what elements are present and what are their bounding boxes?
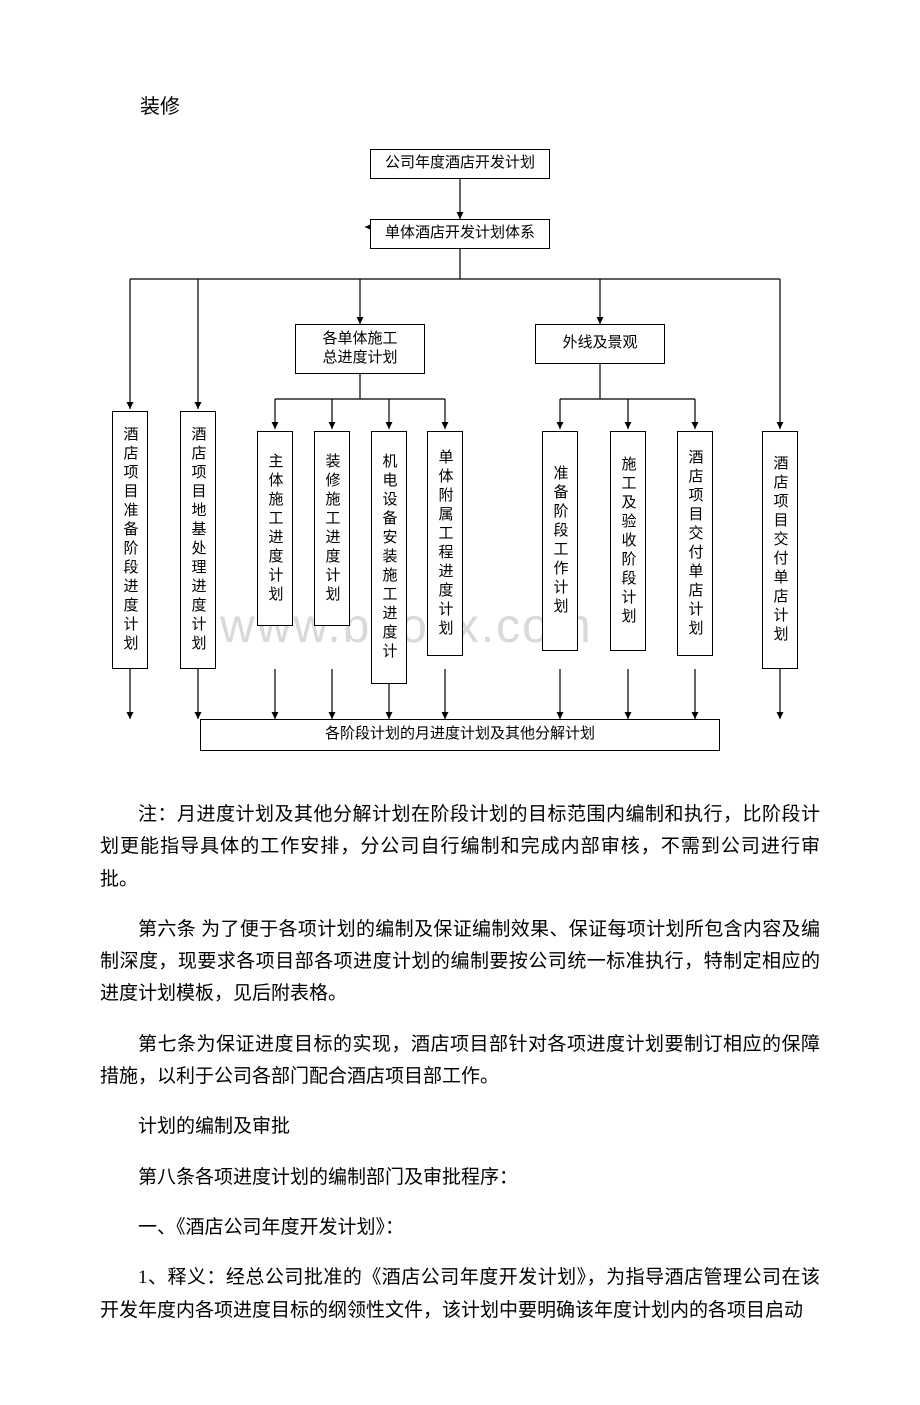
node-mid-left: 各单体施工 总进度计划 (295, 324, 425, 374)
para-art8: 第八条各项进度计划的编制部门及审批程序： (100, 1162, 820, 1194)
vnode-8: 施工及验收阶段计划 (610, 431, 646, 651)
vnode-5: 机电设备安装施工进度计 (371, 431, 407, 684)
para-art7: 第七条为保证进度目标的实现，酒店项目部针对各项进度计划要制订相应的保障措施，以利… (100, 1029, 820, 1094)
para-head: 计划的编制及审批 (100, 1111, 820, 1143)
vnode-4: 装修施工进度计划 (314, 431, 350, 626)
top-label: 装修 (140, 90, 820, 119)
vnode-6: 单体附属工程进度计划 (427, 431, 463, 656)
flowchart: www.bdocx.com (100, 149, 820, 769)
vnode-1: 酒店项目准备阶段进度计划 (112, 411, 148, 669)
vnode-3: 主体施工进度计划 (257, 431, 293, 626)
vnode-10: 酒店项目交付单店计划 (762, 431, 798, 669)
vnode-9: 酒店项目交付单店计划 (677, 431, 713, 656)
node-top2: 单体酒店开发计划体系 (370, 219, 550, 249)
node-bottom: 各阶段计划的月进度计划及其他分解计划 (200, 719, 720, 751)
node-mid-right: 外线及景观 (535, 324, 665, 364)
vnode-7: 准备阶段工作计划 (542, 431, 578, 651)
para-note: 注：月进度计划及其他分解计划在阶段计划的目标范围内编制和执行，比阶段计划更能指导… (100, 799, 820, 896)
para-sec1: 一、《酒店公司年度开发计划》： (100, 1212, 820, 1244)
vnode-2: 酒店项目地基处理进度计划 (180, 411, 216, 669)
para-art6: 第六条 为了便于各项计划的编制及保证编制效果、保证每项计划所包含内容及编制深度，… (100, 914, 820, 1011)
node-top1: 公司年度酒店开发计划 (370, 149, 550, 179)
para-def1: 1、释义：经总公司批准的《酒店公司年度开发计划》，为指导酒店管理公司在该开发年度… (100, 1262, 820, 1327)
